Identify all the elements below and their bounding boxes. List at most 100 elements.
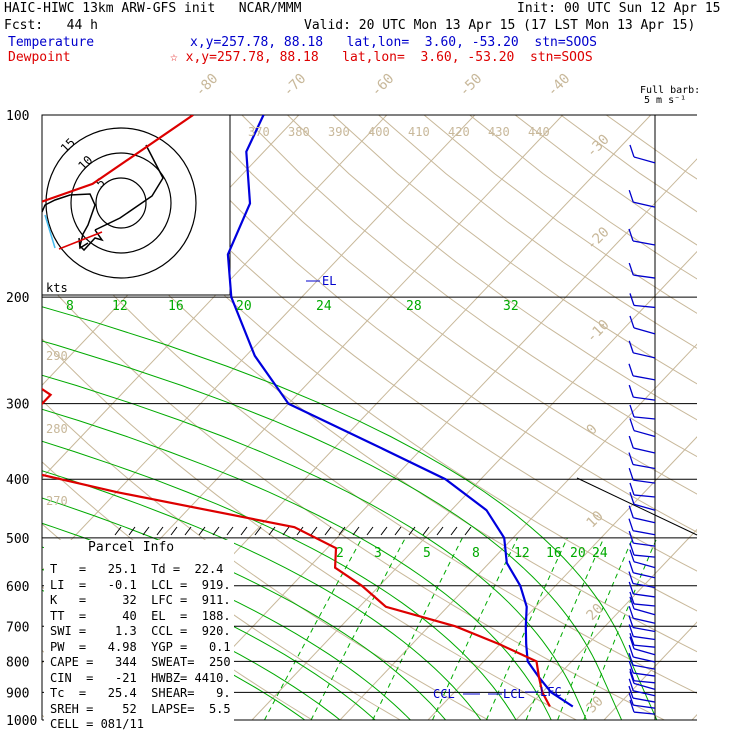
lcl-hatch	[128, 526, 136, 536]
wind-barb	[633, 617, 656, 624]
lcl-hatch	[254, 526, 262, 536]
wind-barb-flag	[629, 315, 635, 329]
wind-barb	[633, 572, 656, 579]
mixing-ratio-line	[557, 537, 634, 720]
mixing-ratio-label: 2	[336, 546, 344, 561]
mixing-ratio-line	[310, 537, 406, 720]
lcl-hatch	[464, 526, 472, 536]
wind-barb-flag	[628, 363, 634, 377]
isotherm-line	[339, 343, 697, 720]
wind-barb	[633, 690, 656, 697]
isotherm-line	[42, 115, 476, 572]
theta-label: 370	[248, 125, 270, 139]
temperature-profile	[226, 115, 574, 708]
moist-adiabat-label: 24	[316, 299, 332, 314]
wind-barb-flag	[628, 560, 634, 573]
hodograph-low-level	[58, 231, 103, 250]
wind-barb	[633, 672, 656, 677]
parcel-info-title: Parcel Info	[88, 540, 175, 555]
wind-barb-flag	[628, 262, 634, 276]
wind-barb-flag	[628, 452, 634, 465]
theta-label: 290	[46, 349, 68, 363]
parcel-info-r6: CAPE = 344 SWEAT= 250	[50, 655, 231, 669]
dewpoint-legend-label: Dewpoint	[8, 50, 71, 65]
wind-barb-flag	[629, 482, 635, 496]
frame-diagonal	[576, 477, 698, 536]
dry-adiabat-line	[378, 115, 697, 349]
lcl-hatch	[240, 526, 248, 536]
isotherm-label: -40	[544, 71, 573, 100]
lcl-hatch	[198, 526, 206, 536]
wind-barb-flag	[629, 632, 635, 646]
hodograph-ring	[70, 152, 172, 254]
wind-barb-flag	[629, 492, 635, 505]
wind-barb-flag	[628, 644, 634, 658]
lcl-hatch	[408, 526, 416, 536]
moist-adiabat-label: 8	[66, 299, 74, 314]
model-title: HAIC-HIWC 13km ARW-GFS init NCAR/MMM	[4, 1, 302, 16]
parcel-info-r10: CELL = 081/11	[50, 717, 144, 731]
pressure-label: 600	[6, 580, 29, 595]
mixing-ratio-label: 8	[472, 546, 480, 561]
wind-barb	[633, 447, 656, 454]
pressure-label: 800	[6, 655, 29, 670]
mixing-ratio-line	[264, 537, 363, 720]
wind-barb	[633, 656, 656, 663]
isotherm-line	[163, 158, 697, 720]
mixing-ratio-label: 16	[546, 546, 562, 561]
wind-barb	[633, 396, 656, 401]
wind-barb	[632, 375, 656, 381]
wind-barb-flag	[629, 668, 635, 681]
isotherm-label: -30	[584, 132, 613, 161]
wind-barb	[632, 240, 656, 246]
wind-barb	[633, 479, 656, 484]
mixing-ratio-label: 5	[423, 546, 431, 561]
wind-barb-flag	[628, 467, 634, 481]
wind-barb	[633, 711, 656, 715]
forecast-hour: Fcst: 44 h	[4, 18, 98, 33]
lcl-hatch	[170, 526, 178, 536]
dewpoint-location-info: ☆ x,y=257.78, 88.18 lat,lon= 3.60, -53.2…	[170, 50, 593, 65]
theta-label: 390	[328, 125, 350, 139]
isotherm-line	[691, 714, 697, 720]
wind-barb-flag	[628, 340, 634, 354]
lcl-hatch	[156, 526, 164, 536]
parcel-info-r5: PW = 4.98 YGP = 0.1	[50, 639, 231, 654]
wind-barb	[633, 201, 656, 208]
theta-label: 280	[46, 422, 68, 436]
mixing-ratio-label: 12	[514, 546, 530, 561]
wind-barb-flag	[628, 652, 634, 666]
wind-barb	[633, 416, 656, 420]
wind-barb	[633, 682, 656, 691]
moist-adiabat-label: 32	[503, 299, 519, 314]
pressure-label: 100	[6, 109, 29, 124]
lcl-hatch	[366, 526, 374, 536]
isotherm-line	[515, 528, 697, 720]
dry-adiabat-line	[469, 115, 697, 280]
wind-barb	[632, 626, 656, 633]
wind-barb-flag	[629, 636, 635, 649]
hodograph-surface	[44, 214, 56, 249]
lcl-hatch	[142, 526, 150, 536]
wind-barb-flag	[628, 228, 634, 242]
dry-adiabat-line	[42, 399, 489, 720]
wind-barb	[633, 561, 656, 569]
lcl-hatch	[450, 526, 458, 536]
mixing-ratio-label: 24	[592, 546, 608, 561]
wind-barb-flag	[628, 518, 634, 531]
mixing-ratio-line	[432, 537, 519, 720]
lcl-hatch	[268, 526, 276, 536]
wind-barb	[633, 542, 656, 547]
wind-barb	[633, 603, 656, 607]
theta-label: 440	[528, 125, 550, 139]
pressure-label: 300	[6, 398, 29, 413]
wind-barb	[633, 554, 656, 558]
parcel-info-r9: SREH = 52 LAPSE= 5.5	[50, 701, 231, 716]
moist-adiabat-label: 20	[236, 299, 252, 314]
moist-adiabat-label: 16	[168, 299, 184, 314]
wind-barb-flag	[628, 581, 634, 595]
wind-barb-flag	[629, 699, 635, 713]
dry-adiabat-line	[196, 115, 697, 495]
wind-barb-flag	[628, 530, 634, 544]
wind-barb-flag	[629, 542, 635, 556]
